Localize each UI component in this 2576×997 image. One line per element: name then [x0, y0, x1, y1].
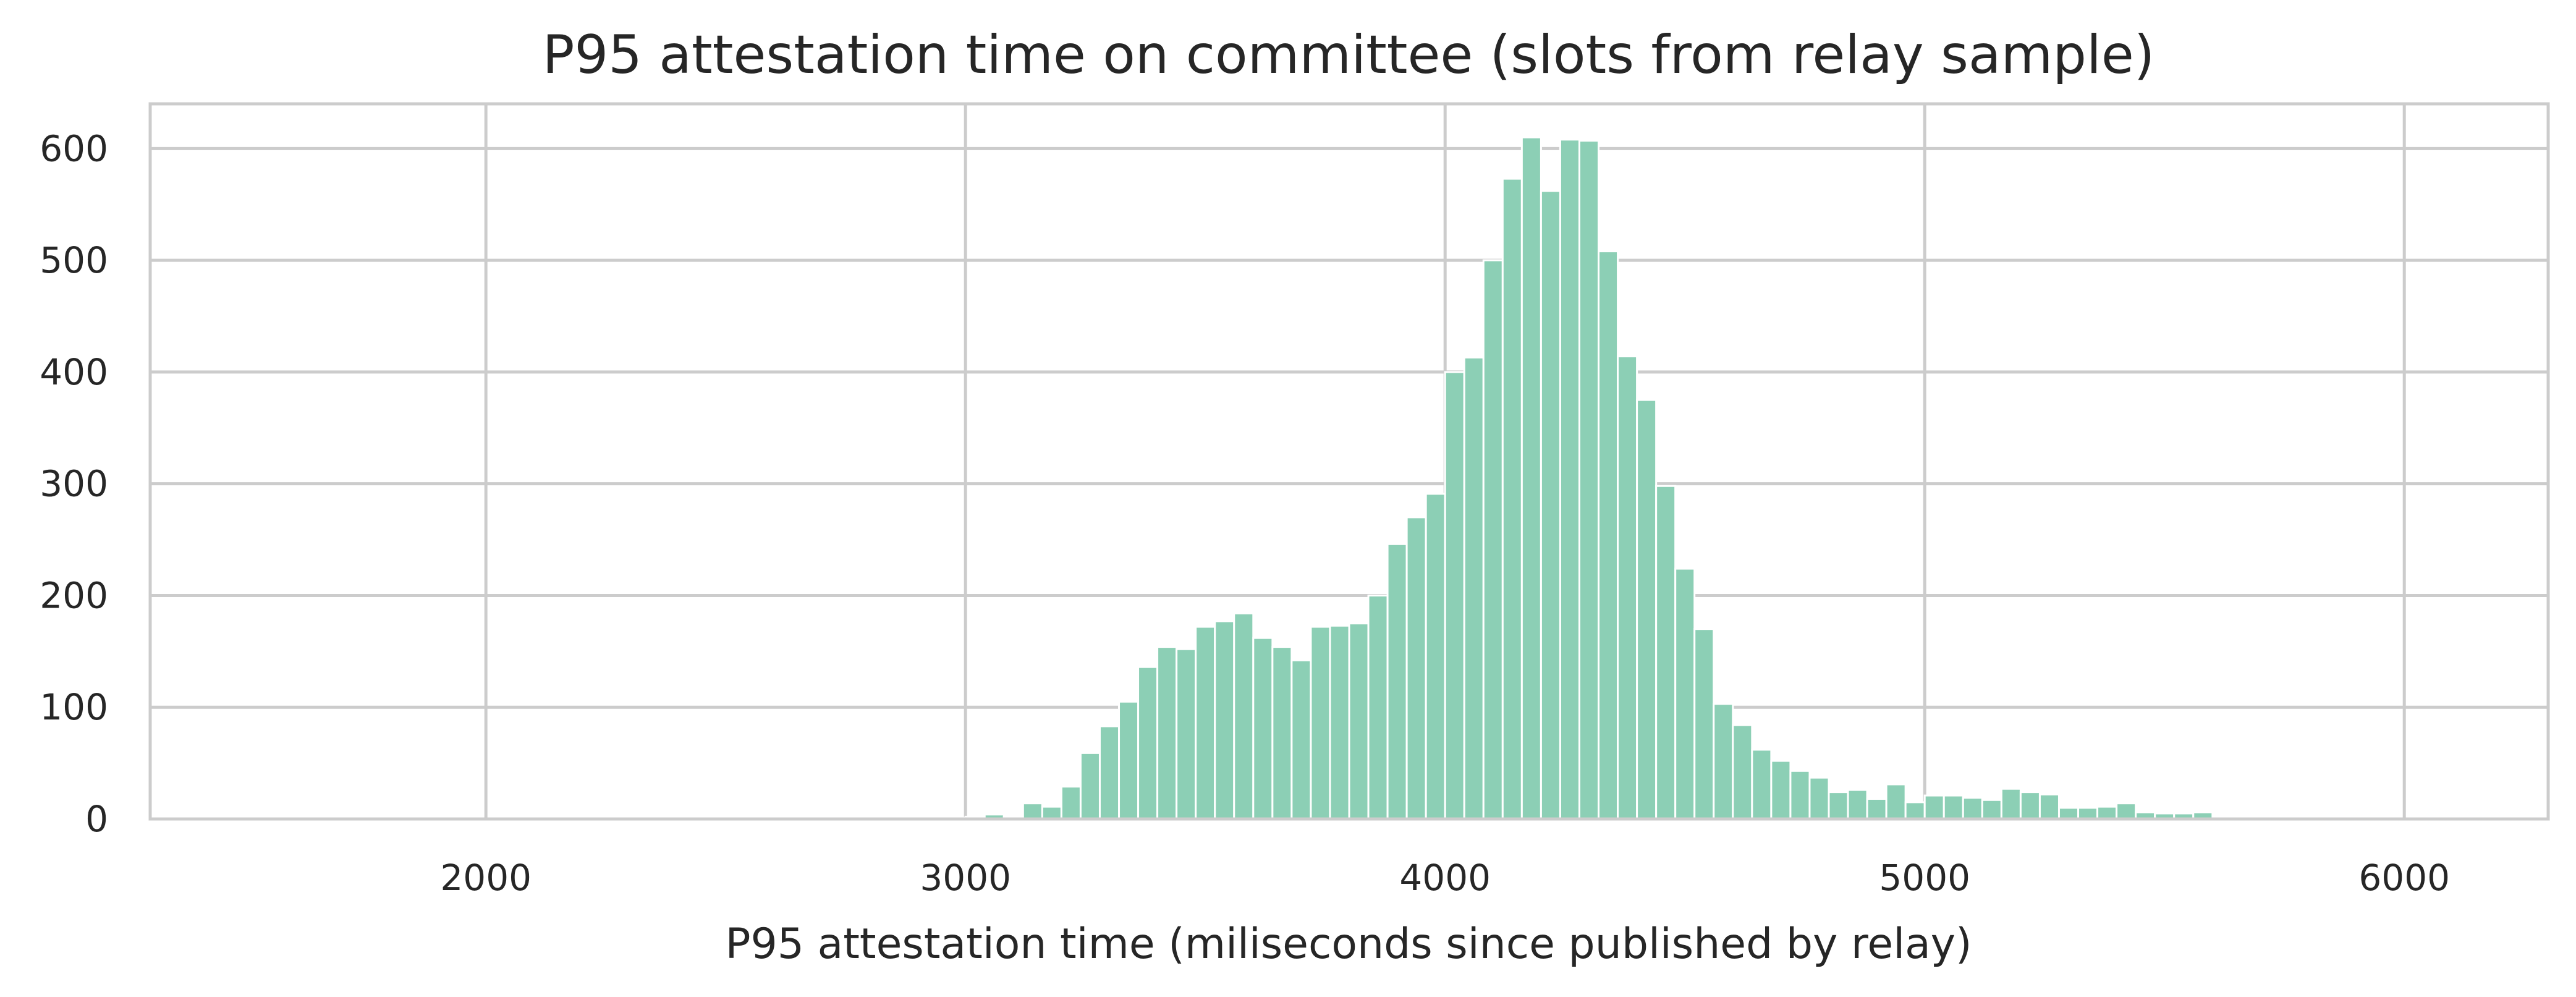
- y-tick-label: 200: [40, 574, 108, 616]
- histogram-bar: [1847, 789, 1868, 820]
- histogram-bar: [1348, 622, 1370, 820]
- y-tick-labels: 0 100 200 300 400 500 600: [40, 127, 108, 840]
- histogram-bar: [1233, 612, 1255, 820]
- x-tick-labels: 2000 3000 4000 5000 6000: [440, 857, 2450, 899]
- y-tick-label: 600: [40, 127, 108, 169]
- y-tick-label: 0: [85, 798, 108, 840]
- histogram-bar: [1156, 646, 1178, 820]
- histogram-bar: [1041, 805, 1062, 820]
- histogram-bar: [1463, 356, 1485, 820]
- histogram-bar: [1866, 797, 1888, 820]
- histogram-bar: [1444, 371, 1465, 820]
- histogram-bar: [1329, 624, 1350, 820]
- histogram-bar: [1022, 802, 1043, 820]
- histogram-bar: [1386, 543, 1408, 820]
- histogram-bar: [1098, 725, 1121, 820]
- x-axis-label: P95 attestation time (miliseconds since …: [725, 920, 1972, 969]
- histogram-bar: [2000, 787, 2022, 820]
- histogram-bar: [1828, 791, 1849, 820]
- histogram-bar: [2038, 793, 2060, 820]
- histogram-bar: [1693, 628, 1715, 820]
- histogram-bar: [1118, 700, 1140, 820]
- histogram-bar: [1195, 626, 1216, 820]
- histogram-bar: [2057, 807, 2080, 820]
- histogram-bar: [1137, 666, 1159, 820]
- y-tick-label: 500: [40, 239, 108, 281]
- x-tick-label: 5000: [1879, 857, 1970, 899]
- histogram-bar: [1674, 567, 1696, 820]
- histogram-bar: [1252, 637, 1274, 820]
- histogram-bar: [2096, 805, 2118, 820]
- histogram-bar: [1520, 136, 1542, 820]
- histogram-bar: [1943, 794, 1964, 820]
- histogram-bar: [1290, 659, 1312, 820]
- histogram-bar: [1617, 355, 1638, 820]
- x-tick-label: 6000: [2358, 857, 2450, 899]
- histogram-bar: [1598, 250, 1619, 820]
- histogram-bar: [1079, 752, 1101, 820]
- chart-title: P95 attestation time on committee (slots…: [543, 24, 2155, 86]
- histogram-bar: [1425, 493, 1446, 820]
- histogram-bar: [1636, 399, 1658, 820]
- x-tick-label: 2000: [440, 857, 532, 899]
- histogram-bar: [1367, 594, 1389, 820]
- histogram-bar: [1482, 259, 1504, 820]
- histogram-bar: [1405, 516, 1427, 820]
- histogram-bar: [1923, 794, 1945, 820]
- histogram-bar: [1962, 797, 1983, 820]
- histogram-bar: [1559, 138, 1580, 820]
- y-tick-label: 300: [40, 463, 108, 505]
- histogram-bar: [1713, 703, 1734, 820]
- histogram-bar: [1501, 177, 1523, 820]
- histogram-bar: [1540, 190, 1561, 820]
- histogram-bar: [1176, 648, 1197, 820]
- histogram-bar: [1789, 770, 1811, 820]
- y-tick-label: 400: [40, 351, 108, 393]
- histogram-bar: [1904, 801, 1926, 820]
- x-tick-label: 3000: [920, 857, 1011, 899]
- plot-frame: [148, 102, 2550, 821]
- histogram-bar: [2077, 807, 2099, 820]
- histogram-bar: [1214, 620, 1235, 820]
- histogram-bar: [2019, 791, 2041, 820]
- histogram-bar: [1310, 626, 1331, 820]
- histogram-bar: [2116, 802, 2137, 820]
- histogram-bar: [1060, 786, 1082, 820]
- histogram-bar: [1770, 760, 1792, 820]
- histogram-bar: [1751, 749, 1773, 820]
- y-tick-label: 100: [40, 686, 108, 728]
- histogram-bar: [1808, 776, 1830, 820]
- histogram-bar: [1655, 485, 1677, 820]
- histogram-bars: [197, 136, 2252, 820]
- x-tick-label: 4000: [1399, 857, 1491, 899]
- histogram-bar: [1271, 646, 1293, 820]
- histogram-bar: [1732, 724, 1753, 820]
- histogram-bar: [1578, 140, 1600, 820]
- histogram-bar: [1885, 783, 1907, 820]
- histogram-bar: [1981, 799, 2002, 820]
